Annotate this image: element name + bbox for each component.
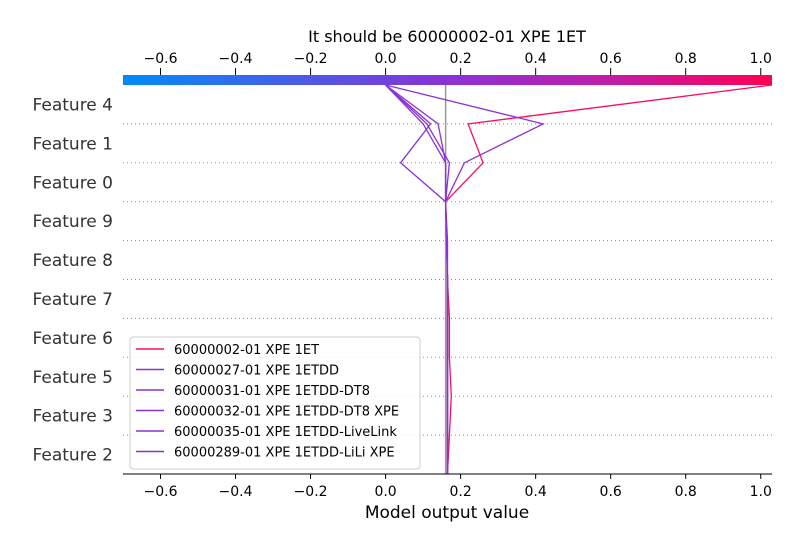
legend-label: 60000032-01 XPE 1ETDD-DT8 XPE [174,405,399,420]
bottom-tick-label: 0.0 [374,484,396,500]
chart-title: It should be 60000002-01 XPE 1ET [308,27,586,46]
feature-label: Feature 2 [33,446,113,466]
bottom-axis: −0.6 −0.4 −0.2 0.0 0.2 0.4 0.6 0.8 1.0 [123,473,772,500]
x-axis-label: Model output value [365,503,529,523]
top-tick-label: 0.0 [374,51,396,67]
top-axis: −0.6 −0.4 −0.2 0.0 0.2 0.4 0.6 0.8 1.0 [144,51,772,75]
top-tick-label: 0.8 [675,51,697,67]
bottom-tick-label: −0.4 [219,484,253,500]
legend-label: 60000002-01 XPE 1ET [174,343,319,358]
legend-label: 60000031-01 XPE 1ETDD-DT8 [174,384,370,399]
series-lines [385,84,773,475]
top-tick-label: 0.6 [600,51,622,67]
bottom-tick-label: 0.6 [600,484,622,500]
top-tick-label: −0.4 [219,51,253,67]
top-tick-label: 1.0 [750,51,772,67]
top-tick-label: −0.2 [294,51,328,67]
bottom-tick-label: −0.2 [294,484,328,500]
feature-label: Feature 7 [33,290,113,310]
top-tick-label: −0.6 [144,51,178,67]
feature-label: Feature 9 [33,212,113,232]
top-tick-label: 0.4 [525,51,547,67]
legend-label: 60000035-01 XPE 1ETDD-LiveLink [174,425,397,440]
bottom-tick-label: −0.6 [144,484,178,500]
feature-label: Feature 1 [33,134,113,154]
bottom-tick-label: 0.8 [675,484,697,500]
bottom-tick-label: 1.0 [750,484,772,500]
feature-label: Feature 8 [33,251,113,271]
colorbar [123,75,772,85]
feature-label: Feature 0 [33,173,113,193]
legend-box [129,336,421,470]
bottom-tick-label: 0.2 [449,484,471,500]
legend-label: 60000027-01 XPE 1ETDD [174,364,339,379]
feature-label: Feature 5 [33,368,113,388]
legend-label: 60000289-01 XPE 1ETDD-LiLi XPE [174,446,395,461]
feature-labels: Feature 4 Feature 1 Feature 0 Feature 9 Feat… [33,95,113,465]
legend: 60000002-01 XPE 1ET 60000027-01 XPE 1ETDD… [129,336,421,470]
bottom-tick-label: 0.4 [525,484,547,500]
series-line [385,84,449,474]
feature-label: Feature 4 [33,95,113,115]
feature-label: Feature 3 [33,407,113,427]
top-tick-label: 0.2 [449,51,471,67]
feature-label: Feature 6 [33,329,113,349]
